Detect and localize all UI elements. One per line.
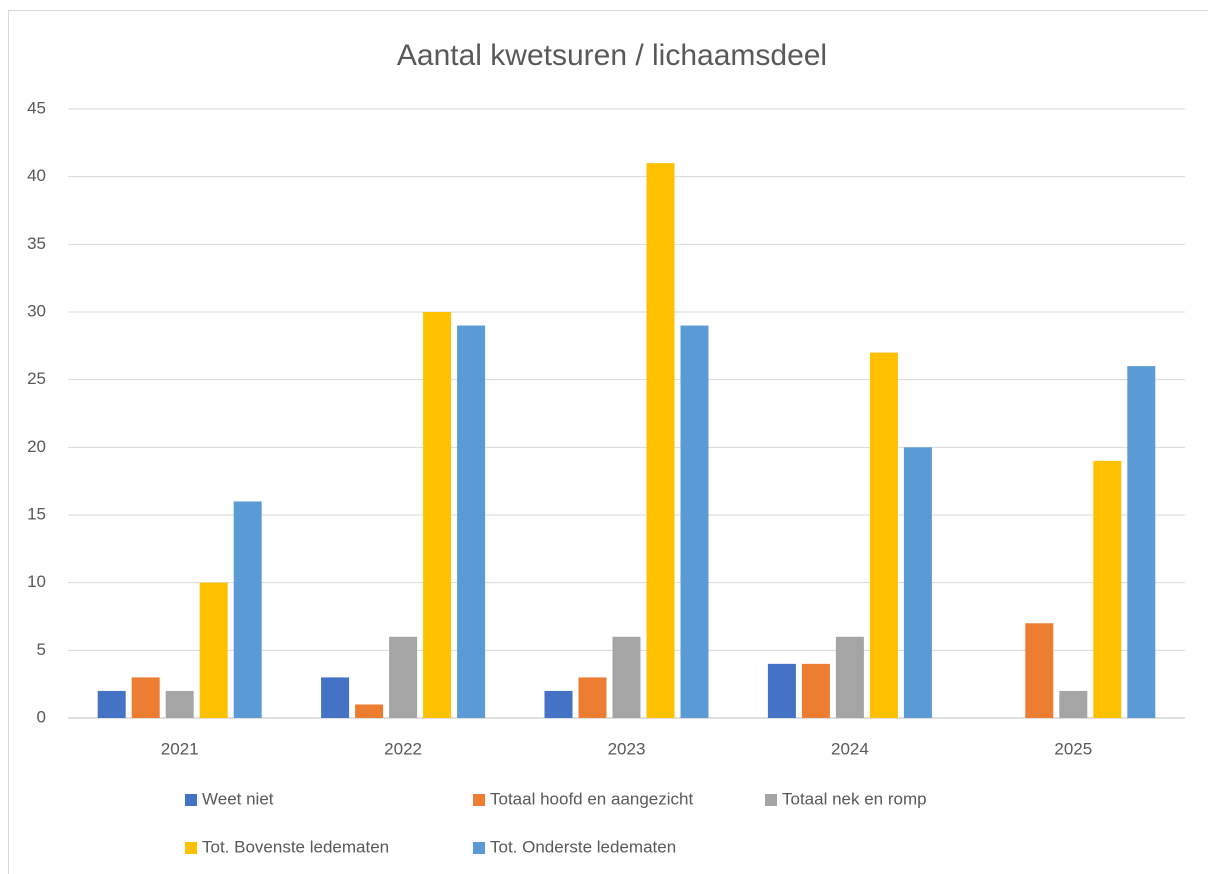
bar (165, 690, 194, 718)
y-tick-label: 30 (27, 301, 46, 320)
y-tick-label: 35 (27, 234, 46, 253)
legend-label: Totaal nek en romp (782, 789, 927, 808)
bar (801, 663, 830, 718)
bar (578, 677, 607, 718)
bar (612, 636, 641, 718)
y-tick-label: 45 (27, 98, 46, 117)
legend-swatch (185, 842, 197, 854)
bar (321, 677, 350, 718)
bar (97, 690, 126, 718)
bar (646, 163, 675, 719)
x-tick-label: 2024 (831, 739, 869, 758)
bar (1093, 460, 1122, 718)
bar (233, 501, 262, 718)
bar (199, 582, 228, 718)
bar (1025, 623, 1054, 718)
bar (1059, 690, 1088, 718)
x-tick-label: 2023 (608, 739, 646, 758)
x-tick-label: 2025 (1054, 739, 1092, 758)
bar (869, 352, 898, 718)
chart-title: Aantal kwetsuren / lichaamsdeel (397, 39, 827, 72)
y-tick-label: 15 (27, 504, 46, 523)
legend-label: Tot. Onderste ledematen (490, 837, 676, 856)
bar (131, 677, 160, 718)
y-tick-label: 20 (27, 437, 46, 456)
bar (544, 690, 573, 718)
legend-label: Weet niet (202, 789, 274, 808)
bar (423, 312, 452, 718)
y-tick-label: 0 (37, 707, 46, 726)
bar (457, 325, 486, 718)
legend-swatch (473, 794, 485, 806)
legend-label: Totaal hoofd en aangezicht (490, 789, 693, 808)
bar (389, 636, 418, 718)
legend-swatch (473, 842, 485, 854)
legend-swatch (185, 794, 197, 806)
legend-swatch (765, 794, 777, 806)
legend-label: Tot. Bovenste ledematen (202, 837, 389, 856)
x-tick-label: 2021 (161, 739, 199, 758)
y-tick-label: 40 (27, 166, 46, 185)
x-tick-label: 2022 (384, 739, 422, 758)
y-tick-label: 10 (27, 572, 46, 591)
bar (355, 704, 384, 718)
y-tick-label: 25 (27, 369, 46, 388)
y-tick-label: 5 (37, 640, 46, 659)
bar (835, 636, 864, 718)
bar (1127, 366, 1156, 718)
bar (903, 447, 932, 718)
bar (767, 663, 796, 718)
chart-border (8, 10, 1208, 874)
bar (680, 325, 709, 718)
